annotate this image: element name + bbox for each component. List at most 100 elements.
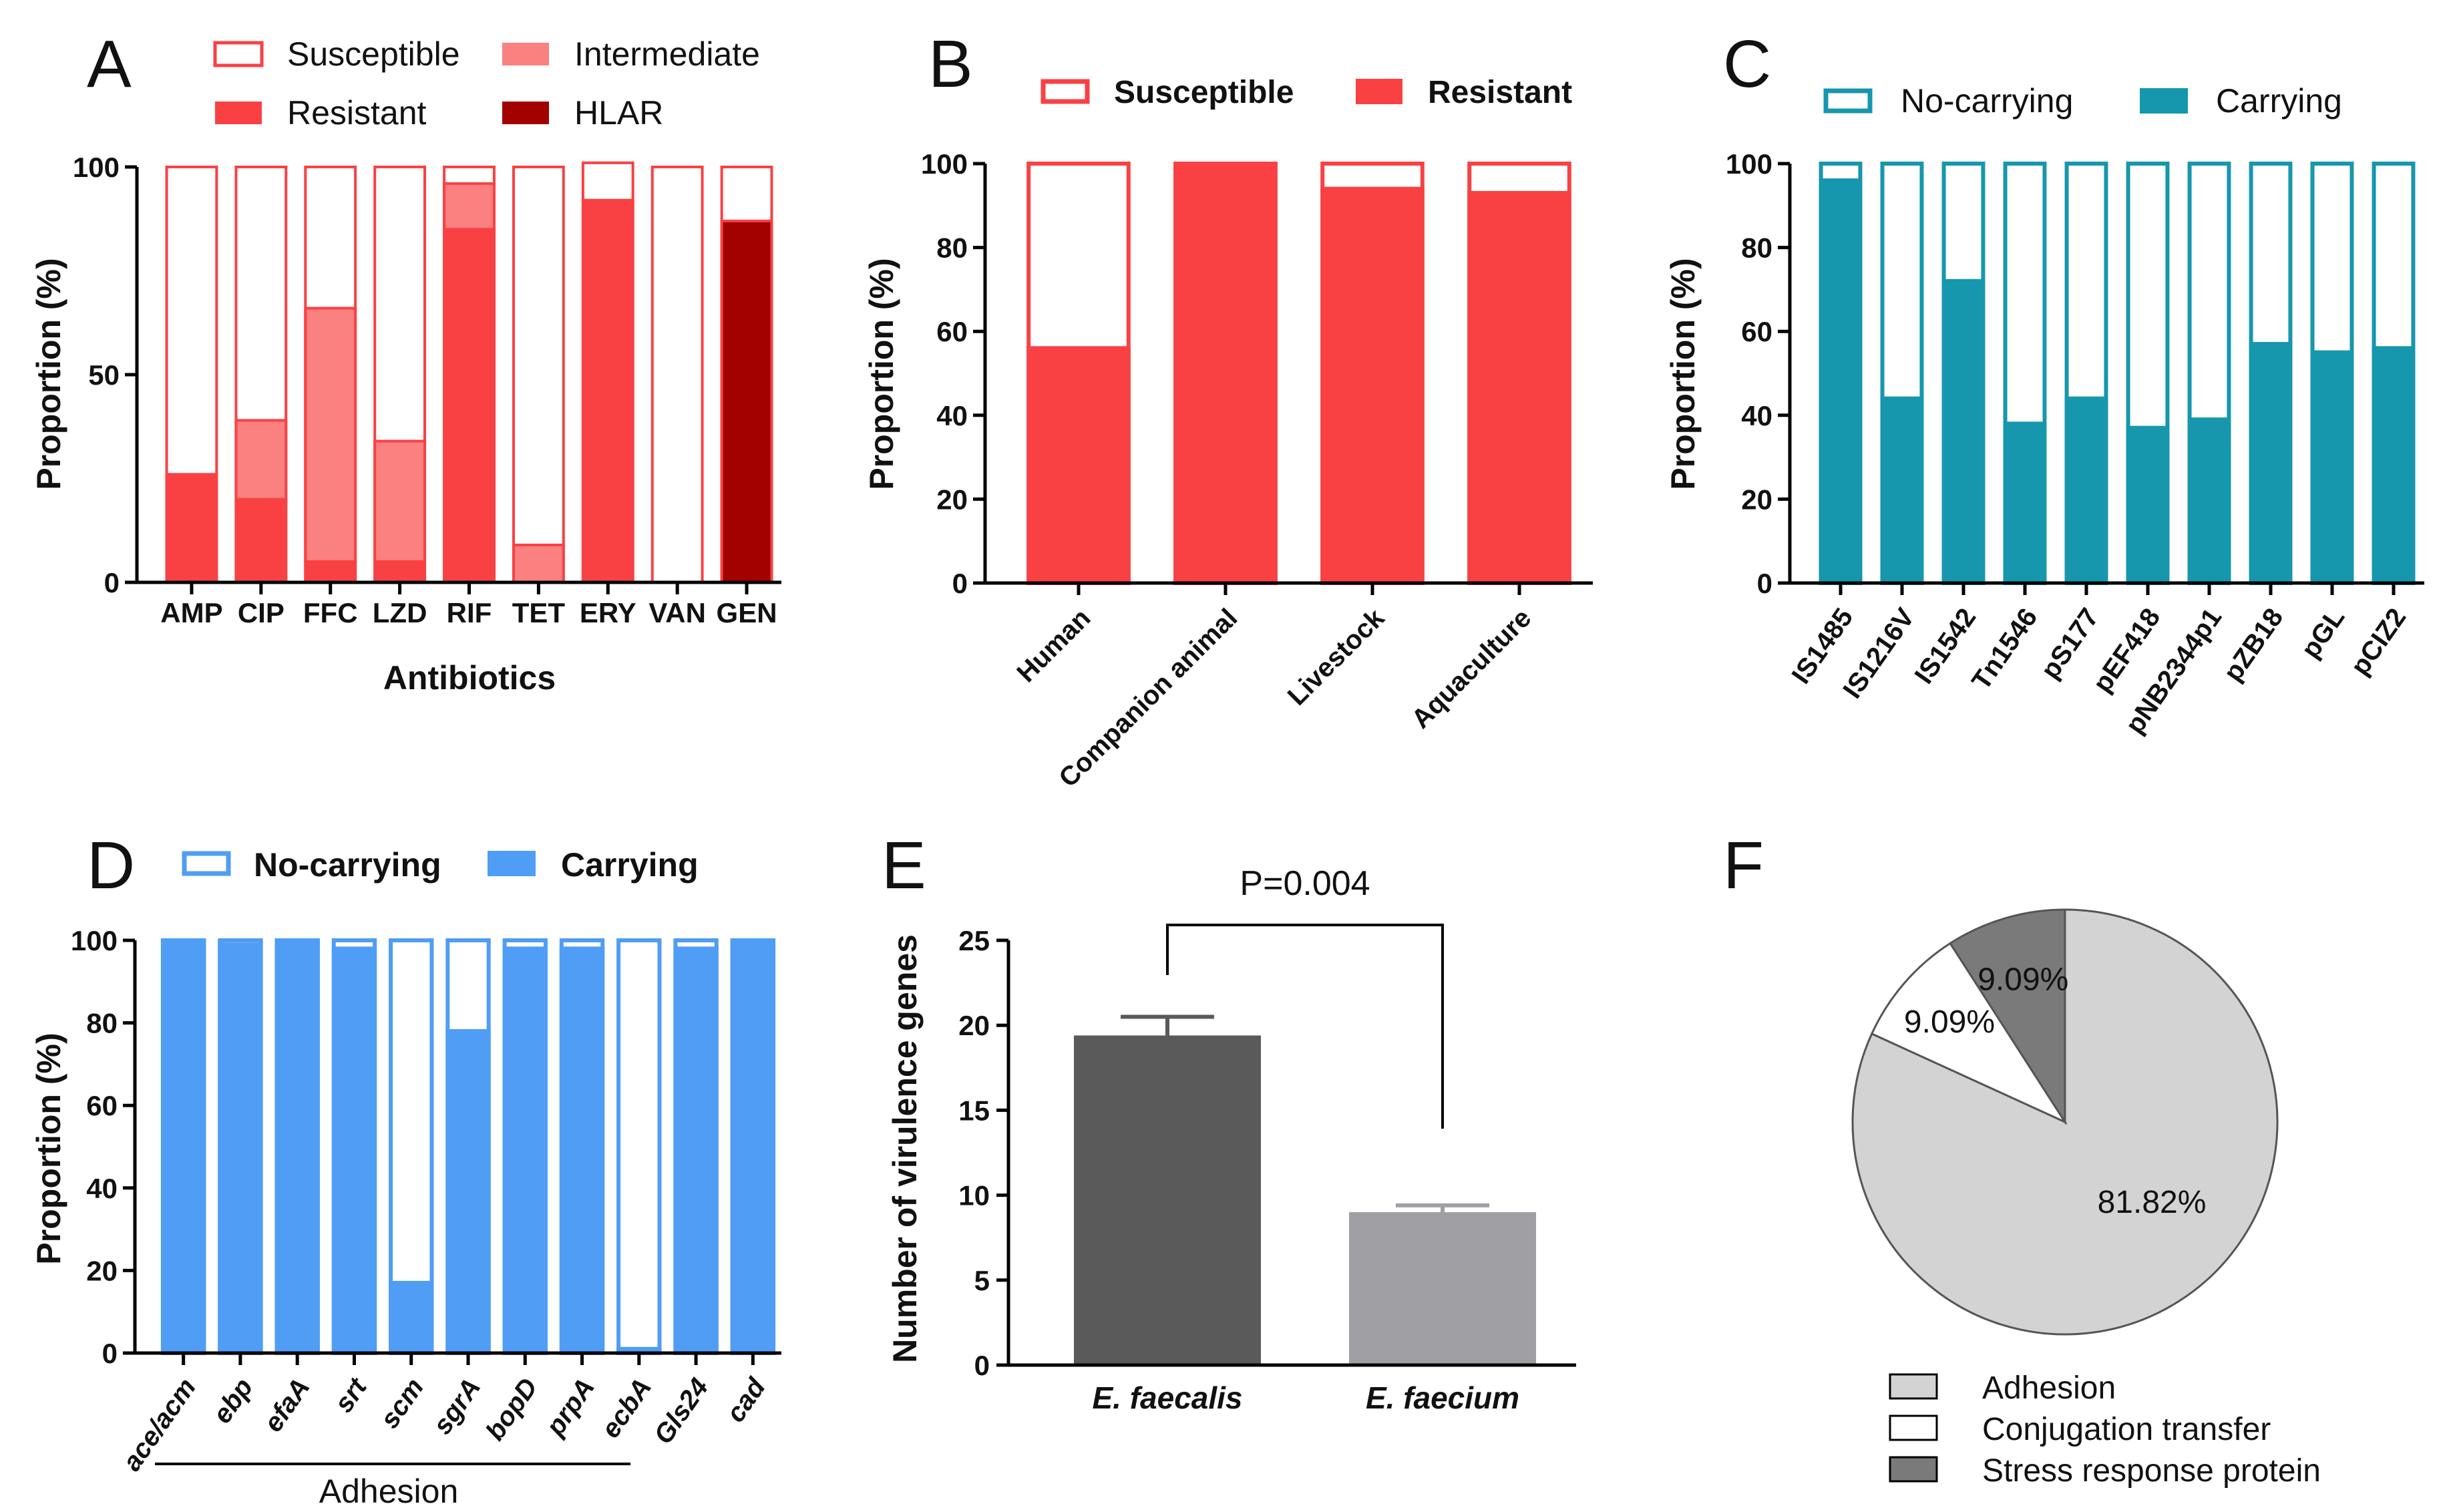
y-tick-label: 10	[958, 1180, 990, 1211]
bar-carrying-0	[160, 938, 206, 1355]
bar-carrying-1	[218, 942, 263, 1356]
legend-swatch-nocarrying-d	[182, 851, 231, 876]
panel-e-ylabel: Number of virulence genes	[886, 934, 924, 1363]
y-tick-label: 20	[86, 1255, 118, 1286]
x-tick-label: Human	[1011, 603, 1096, 688]
bar-resistant-0	[1026, 346, 1131, 585]
legend-label-susceptible: Susceptible	[287, 35, 460, 73]
y-tick-label: 25	[958, 925, 990, 956]
y-tick-label: 0	[102, 1338, 118, 1369]
panel-b-ylabel: Proportion (%)	[863, 258, 900, 490]
x-tick-label: VAN	[648, 597, 706, 628]
y-tick-label: 80	[86, 1008, 118, 1039]
y-tick-label: 60	[86, 1090, 118, 1121]
x-tick-label: GEN	[717, 597, 777, 628]
y-tick-label: 0	[1757, 568, 1772, 599]
legend-label-adhesion: Adhesion	[1982, 1370, 2116, 1406]
y-tick-label: 20	[958, 1010, 990, 1041]
pie-slice-1	[1870, 942, 2068, 1125]
legend-swatch-carrying-d	[488, 851, 536, 876]
bar-resistant-3	[373, 560, 427, 584]
y-tick-label: 40	[1741, 400, 1772, 431]
y-tick-label: 100	[1726, 148, 1772, 180]
x-tick-label: RIF	[447, 597, 492, 628]
y-tick-label: 100	[73, 152, 120, 183]
x-tick-label: TET	[512, 597, 566, 628]
panel-f-pie: 81.82% 9.09% 9.09%	[1851, 908, 2279, 1336]
y-tick-label: 80	[936, 232, 968, 264]
panel-d-plot: ace/acm ebp efaA srt scmsgrAbopDprpAecbAGls2…	[71, 925, 781, 1477]
panel-d-legend: No-carrying Carrying	[182, 846, 699, 884]
bar-carrying-10	[730, 938, 776, 1355]
bar-carrying-0	[1819, 178, 1863, 585]
bar-resistant-0	[165, 473, 218, 584]
bar-resistant-1	[1173, 162, 1278, 585]
x-tick-label: cad	[721, 1372, 771, 1428]
x-tick-label: ERY	[580, 597, 636, 628]
bar-0	[1074, 1035, 1261, 1365]
panel-d-ylabel: Proportion (%)	[30, 1032, 67, 1264]
bar-carrying-4	[389, 1280, 434, 1355]
pie-value-label-0: 81.82%	[2098, 1185, 2207, 1220]
pie-value-label-2: 9.09%	[1978, 962, 2068, 997]
panel-a-plot: AMP CIP FFC LZD RIF TET ERY VAN GEN 0 50 100	[73, 152, 781, 628]
bar-intermediate-3	[373, 439, 427, 563]
x-tick-label: pGL	[2295, 603, 2350, 664]
bar-carrying-8	[2310, 350, 2354, 585]
panel-c: No-carrying Carrying IS1485IS1216VIS1542…	[1664, 82, 2424, 739]
legend-swatch-conjugation	[1889, 1414, 1938, 1441]
legend-label-conjugation: Conjugation transfer	[1982, 1412, 2271, 1447]
legend-swatch-intermediate	[502, 43, 549, 65]
y-tick-label: 0	[104, 567, 120, 598]
panel-letter-b: B	[928, 27, 973, 102]
panel-letter-d: D	[87, 828, 135, 903]
panel-letter-f: F	[1723, 828, 1764, 903]
panel-d-xlabel: Adhesion	[319, 1473, 459, 1510]
x-tick-label: Tn1546	[1966, 603, 2043, 695]
x-tick-label: prpA	[540, 1373, 600, 1442]
x-tick-label: srt	[329, 1372, 373, 1418]
legend-swatch-susceptible	[213, 41, 264, 67]
panel-f: 81.82% 9.09% 9.09% Adhesion Conjugation tr…	[1851, 908, 2321, 1489]
legend-label-intermediate: Intermediate	[574, 35, 760, 73]
x-tick-label: bopD	[480, 1373, 544, 1446]
legend-label-resistant-b: Resistant	[1428, 75, 1572, 110]
panel-letter-e: E	[882, 828, 926, 903]
x-tick-label: LZD	[373, 597, 427, 628]
bar-carrying-2	[1941, 278, 1986, 585]
bar-carrying-7	[559, 946, 605, 1355]
y-tick-label: 80	[1741, 232, 1772, 264]
legend-label-stress: Stress response protein	[1982, 1453, 2321, 1489]
pie-value-label-1: 9.09%	[1904, 1004, 1995, 1040]
bar-intermediate-5	[512, 544, 565, 584]
bar-carrying-9	[2372, 346, 2416, 585]
bar-resistant-6	[581, 198, 634, 584]
bar-outline-5	[512, 166, 565, 584]
significance-bracket	[1166, 924, 1444, 1129]
x-tick-label: CIP	[238, 597, 285, 628]
y-tick-label: 40	[86, 1173, 118, 1204]
y-tick-label: 20	[1741, 484, 1772, 515]
legend-label-carrying-c: Carrying	[2216, 82, 2342, 120]
y-tick-label: 5	[974, 1265, 990, 1296]
y-tick-label: 50	[88, 359, 120, 391]
legend-label-resistant: Resistant	[287, 94, 427, 132]
bar-outline-7	[650, 166, 704, 584]
x-tick-label: AMP	[160, 597, 222, 628]
panel-f-legend: Adhesion Conjugation transfer Stress res…	[1889, 1370, 2321, 1489]
legend-label-carrying-d: Carrying	[561, 846, 699, 884]
panel-e: E. faecalis E. faecium 0 5 10 15 20 25 Number o…	[886, 864, 1576, 1415]
x-tick-label: Livestock	[1282, 603, 1390, 711]
significance-annotation: P=0.004	[1240, 864, 1370, 903]
legend-swatch-stress	[1889, 1456, 1938, 1483]
x-tick-label: ebp	[207, 1373, 258, 1429]
panel-a: Susceptible Intermediate Resistant HLAR …	[30, 35, 781, 697]
bar-1	[1349, 1212, 1536, 1365]
y-tick-label: 0	[952, 568, 968, 599]
y-tick-label: 40	[936, 400, 968, 431]
bar-resistant-1	[234, 498, 288, 584]
panel-e-plot: E. faecalis E. faecium 0 5 10 15 20 25	[958, 925, 1576, 1415]
panel-a-ylabel: Proportion (%)	[30, 258, 67, 490]
